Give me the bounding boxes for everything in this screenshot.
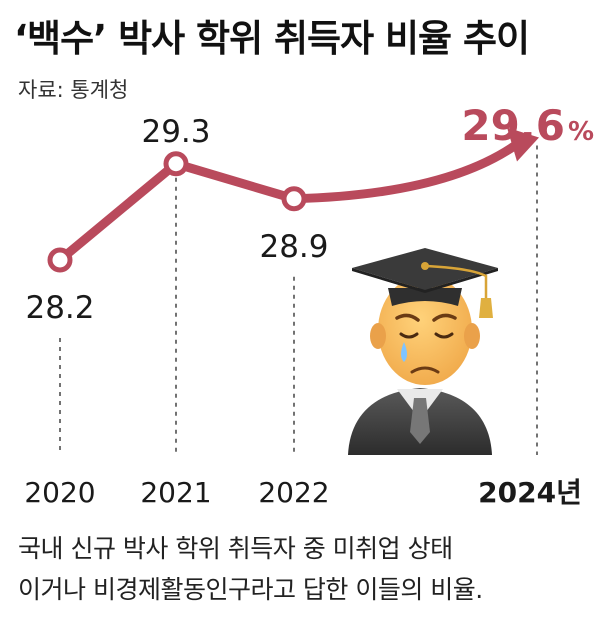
footnote-line-2: 이거나 비경제활동인구라고 답한 이들의 비율.	[18, 575, 483, 604]
value-label-2021: 29.3	[141, 114, 210, 150]
value-unit: %	[568, 117, 594, 147]
data-point-2022	[281, 186, 307, 212]
x-tick-3: 2022	[258, 476, 329, 509]
graduate-cap-sad-face-icon	[348, 248, 498, 455]
value-label-2022: 28.9	[259, 229, 328, 265]
data-point-2020	[47, 247, 73, 273]
x-tick-1: 2020	[24, 476, 95, 509]
value-label-highlight: 29.6	[461, 101, 565, 150]
data-point-2021	[163, 151, 189, 177]
footnote: 국내 신규 박사 학위 취득자 중 미취업 상태 이거나 비경제활동인구라고 답…	[18, 528, 483, 610]
footnote-line-1: 국내 신규 박사 학위 취득자 중 미취업 상태	[18, 534, 453, 563]
x-tick-2: 2021	[140, 476, 211, 509]
source-label: 자료: 통계청	[18, 78, 129, 102]
series-arrowhead	[507, 127, 539, 162]
page-title: ‘백수’ 박사 학위 취득자 비율 추이	[14, 17, 530, 60]
x-tick-4: 2024년	[478, 476, 582, 509]
value-label-2020: 28.2	[25, 290, 94, 326]
